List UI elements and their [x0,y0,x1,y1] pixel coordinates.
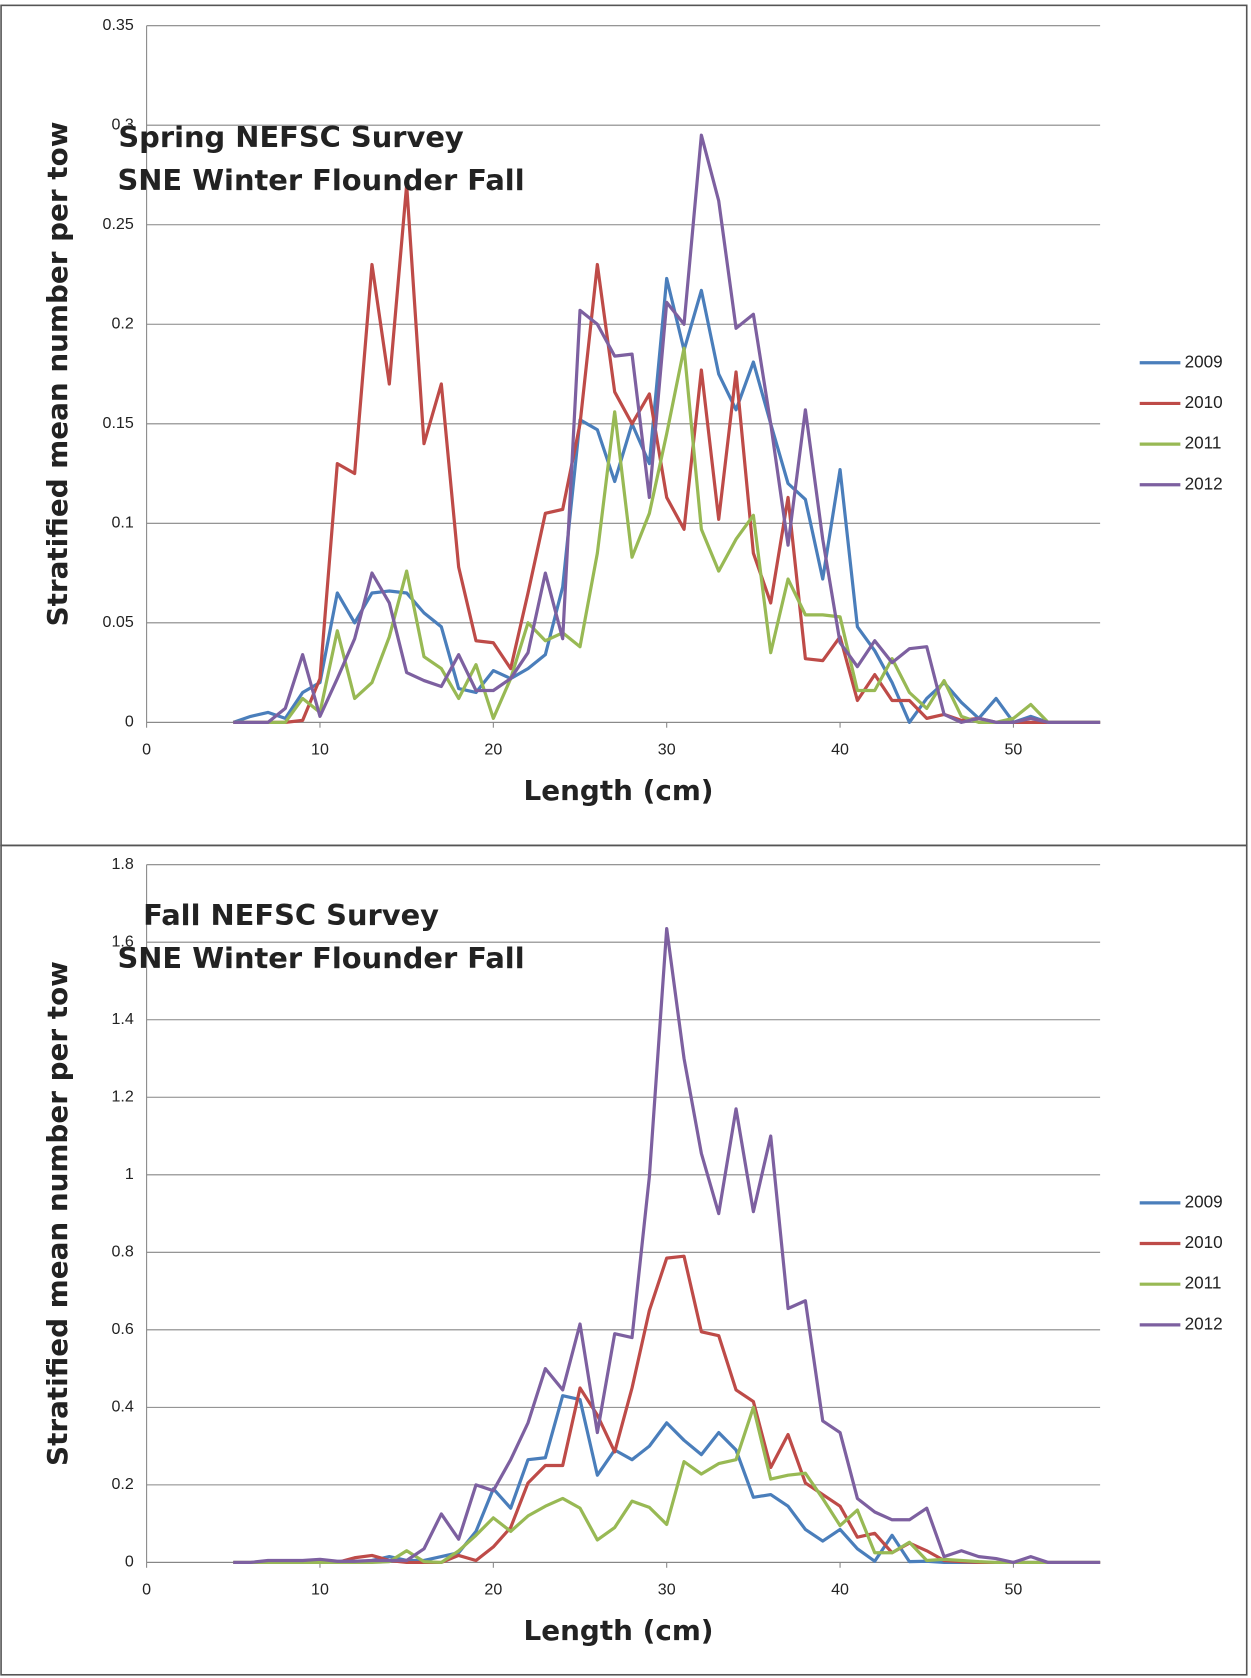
x-tick-label: 30 [658,1580,676,1598]
x-axis-label: Length (cm) [524,1614,714,1647]
legend-label: 2010 [1185,1233,1223,1252]
chart-subtitle: SNE Winter Flounder Fall [117,941,524,975]
y-tick-label: 0.4 [111,1398,133,1416]
y-tick-label: 0.2 [111,1475,133,1493]
y-tick-label: 0.25 [103,215,134,233]
series-line [233,927,1101,1565]
x-tick-label: 50 [1004,1580,1022,1598]
legend-label: 2009 [1185,352,1223,371]
y-tick-label: 0.35 [103,16,134,34]
series-line [233,1394,1101,1565]
x-tick-label: 30 [658,740,676,758]
x-tick-label: 20 [484,1580,502,1598]
y-tick-label: 1 [125,1165,134,1183]
x-tick-label: 20 [484,740,502,758]
y-tick-label: 0.6 [111,1320,133,1338]
series-line [233,1254,1101,1565]
x-tick-label: 40 [831,1580,849,1598]
legend-label: 2009 [1185,1192,1223,1211]
series-line [233,133,1101,724]
y-tick-label: 0.2 [111,314,133,332]
x-tick-label: 40 [831,740,849,758]
x-tick-label: 0 [142,1580,151,1598]
y-tick-label: 0.3 [111,115,133,133]
chart-title: Fall NEFSC Survey [143,898,439,932]
x-tick-label: 10 [311,740,329,758]
y-tick-label: 0.05 [103,613,134,631]
x-tick-label: 10 [311,1580,329,1598]
y-tick-label: 0 [125,713,134,731]
y-tick-label: 0.8 [111,1243,133,1261]
series-line [233,1405,1101,1565]
legend-label: 2012 [1185,1314,1223,1333]
panel-border [0,844,1248,1676]
x-tick-label: 50 [1004,740,1022,758]
legend-label: 2011 [1185,434,1222,453]
series-line [232,276,1101,724]
y-axis-label: Stratified mean number per tow [41,961,74,1466]
chart-title: Spring NEFSC Survey [118,120,464,154]
y-tick-label: 0.15 [103,414,134,432]
y-tick-label: 1.6 [111,932,133,950]
legend-label: 2012 [1185,474,1223,493]
chart-subtitle: SNE Winter Flounder Fall [117,163,524,197]
legend-label: 2011 [1185,1274,1222,1293]
series-line [233,346,1101,724]
x-tick-label: 0 [142,740,151,758]
y-tick-label: 1.8 [111,855,133,873]
y-tick-label: 0 [125,1553,134,1571]
x-axis-label: Length (cm) [524,774,714,807]
y-axis-label: Stratified mean number per tow [41,122,74,627]
y-tick-label: 0.1 [111,514,133,532]
legend-label: 2010 [1185,393,1223,412]
y-tick-label: 1.2 [111,1087,133,1105]
series-line [233,183,1101,724]
y-tick-label: 1.4 [111,1010,133,1028]
